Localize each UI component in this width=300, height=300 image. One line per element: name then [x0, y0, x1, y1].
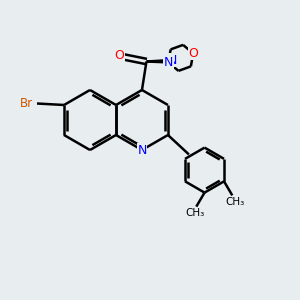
- Text: N: N: [137, 143, 147, 157]
- Text: Br: Br: [20, 97, 33, 110]
- Text: N: N: [167, 53, 177, 67]
- Text: CH₃: CH₃: [226, 197, 245, 207]
- Text: O: O: [188, 47, 198, 60]
- Text: N: N: [164, 56, 173, 69]
- Text: N: N: [164, 56, 173, 69]
- Text: O: O: [115, 49, 124, 62]
- Text: CH₃: CH₃: [185, 208, 204, 218]
